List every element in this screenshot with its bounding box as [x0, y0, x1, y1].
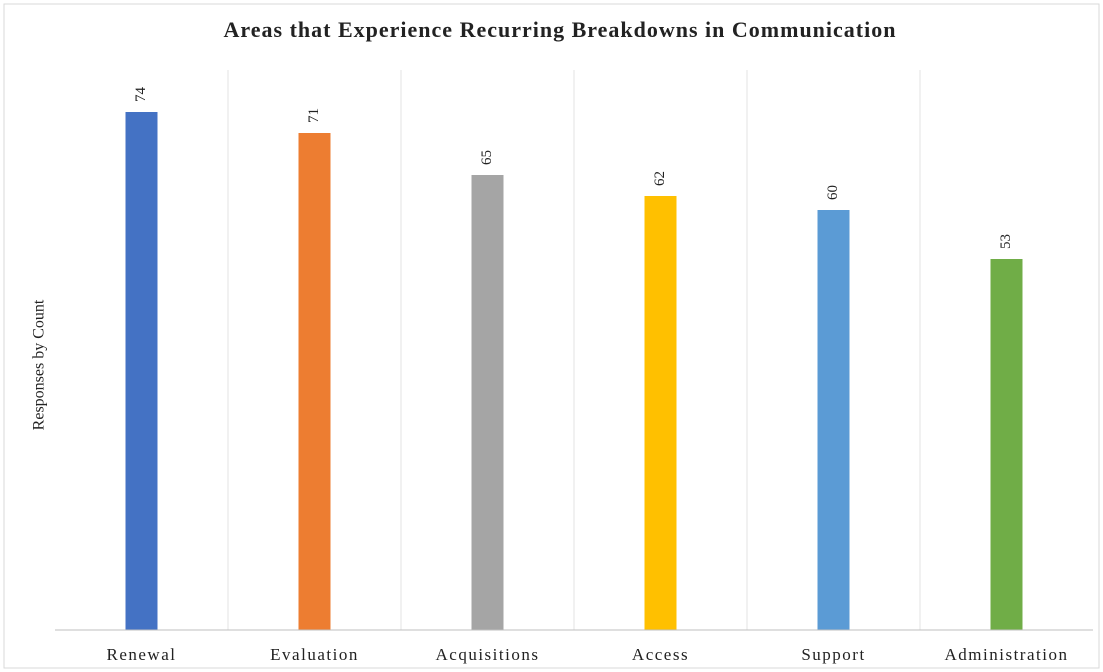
bar	[990, 259, 1023, 630]
bar	[471, 175, 504, 630]
chart-title: Areas that Experience Recurring Breakdow…	[224, 17, 897, 42]
x-tick-label: Access	[632, 645, 689, 664]
chart-border	[3, 3, 1100, 669]
bar	[644, 196, 677, 630]
x-tick-label: Acquisitions	[436, 645, 540, 664]
data-label: 60	[825, 185, 841, 200]
x-tick-label: Renewal	[107, 645, 177, 664]
bar	[125, 112, 158, 630]
data-label: 74	[133, 87, 149, 103]
y-axis-label: Responses by Count	[31, 299, 48, 430]
data-label: 62	[652, 171, 668, 186]
data-label: 53	[998, 234, 1014, 249]
data-label: 71	[306, 108, 322, 123]
bar	[817, 210, 850, 630]
data-label: 65	[479, 150, 495, 165]
x-tick-label: Evaluation	[270, 645, 359, 664]
bar	[298, 133, 331, 630]
x-tick-label: Administration	[945, 645, 1069, 664]
x-tick-label: Support	[801, 645, 865, 664]
